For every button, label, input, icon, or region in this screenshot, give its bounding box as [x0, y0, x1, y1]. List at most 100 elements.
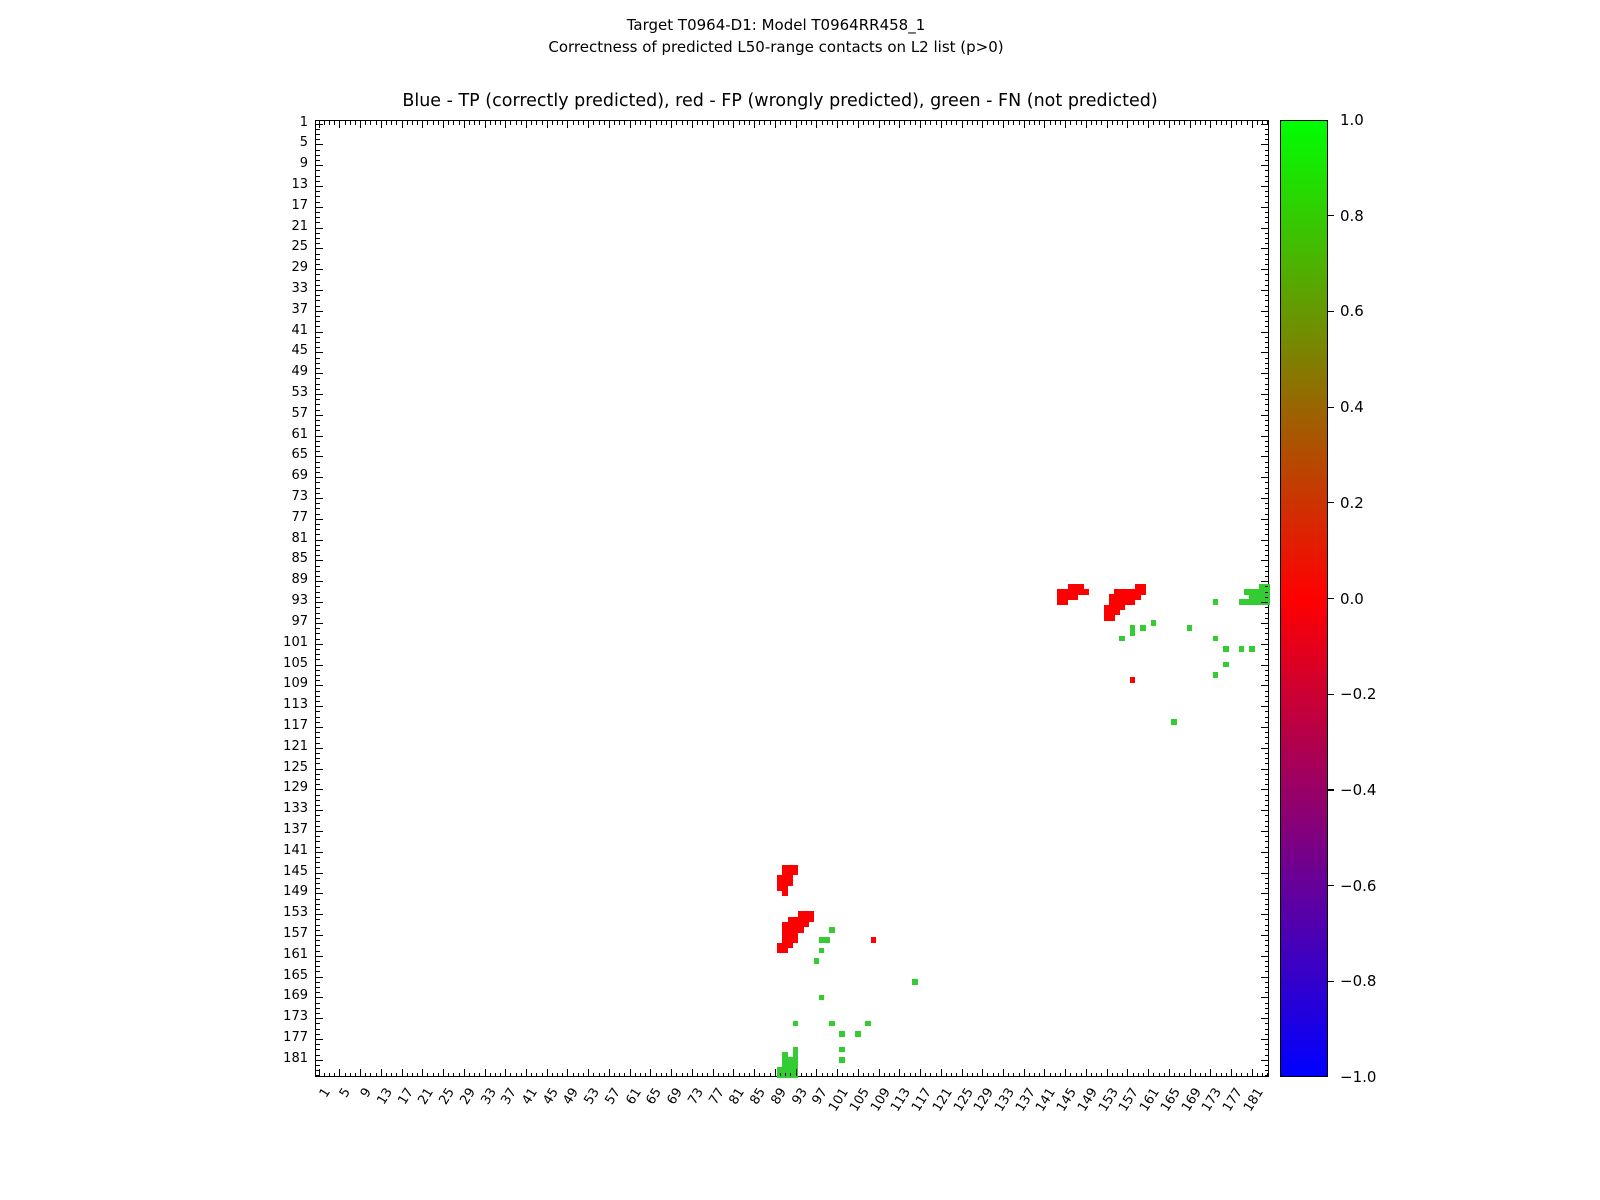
- fp-cell: [1109, 614, 1115, 621]
- y-axis-tick: [1264, 555, 1268, 557]
- x-axis-tick: [894, 1072, 896, 1076]
- y-axis-tick: [1261, 206, 1268, 208]
- x-axis-tick: [603, 121, 605, 125]
- x-axis-tick: [588, 121, 590, 128]
- x-axis-tick: [930, 121, 932, 125]
- x-axis-tick: [614, 121, 616, 125]
- x-tick-label: 149: [1074, 1085, 1101, 1115]
- y-axis-tick: [316, 550, 320, 552]
- x-axis-tick: [427, 1072, 429, 1076]
- x-axis-tick: [1153, 1072, 1155, 1076]
- x-axis-tick: [422, 121, 424, 128]
- x-axis-tick: [437, 1072, 439, 1076]
- y-axis-tick: [1261, 602, 1268, 604]
- colorbar-tick-label: 0.4: [1340, 398, 1364, 417]
- x-axis-tick: [598, 1072, 600, 1076]
- x-axis-tick: [385, 1072, 387, 1076]
- x-axis-tick: [1034, 1072, 1036, 1076]
- fp-cell: [777, 885, 783, 891]
- y-axis-tick: [316, 742, 320, 744]
- x-axis-tick: [525, 1069, 527, 1076]
- x-axis-tick: [360, 1069, 362, 1076]
- y-axis-tick: [1264, 659, 1268, 661]
- y-axis-tick: [316, 940, 320, 942]
- x-tick-label: 37: [498, 1085, 521, 1108]
- x-axis-tick: [676, 121, 678, 125]
- y-axis-tick: [316, 238, 320, 240]
- y-axis-tick: [316, 846, 320, 848]
- x-axis-tick: [930, 1072, 932, 1076]
- y-axis-tick: [316, 804, 320, 806]
- x-axis-tick: [515, 1072, 517, 1076]
- x-axis-tick: [1220, 121, 1222, 125]
- fp-cell: [1057, 599, 1063, 605]
- x-tick-label: 117: [909, 1085, 935, 1115]
- y-axis-tick: [1264, 903, 1268, 905]
- x-axis-tick: [707, 121, 709, 125]
- x-axis-tick: [790, 1072, 792, 1076]
- y-axis-tick: [316, 955, 323, 957]
- x-axis-tick: [417, 1072, 419, 1076]
- fp-cell: [1077, 583, 1084, 590]
- fp-cell: [782, 947, 789, 954]
- x-axis-tick: [375, 1072, 377, 1076]
- y-axis-tick: [316, 747, 323, 749]
- y-axis-tick: [316, 206, 323, 208]
- y-axis-tick: [316, 903, 320, 905]
- y-axis-tick: [316, 784, 320, 786]
- x-axis-tick: [899, 1069, 901, 1076]
- x-axis-tick: [520, 1072, 522, 1076]
- x-axis-tick: [448, 121, 450, 125]
- y-axis-tick: [316, 508, 320, 510]
- x-axis-tick: [1200, 121, 1201, 125]
- fp-cell: [792, 921, 799, 928]
- x-axis-tick: [608, 1069, 610, 1076]
- x-axis-tick: [1127, 121, 1129, 128]
- y-axis-tick: [316, 477, 323, 479]
- y-tick-label: 133: [283, 801, 308, 817]
- x-axis-tick: [920, 121, 922, 128]
- x-axis-tick: [1132, 121, 1134, 125]
- y-tick-label: 117: [283, 717, 308, 733]
- y-axis-tick: [316, 149, 320, 151]
- x-axis-tick: [676, 1072, 678, 1076]
- x-axis-tick: [1215, 121, 1217, 125]
- x-axis-tick: [583, 1072, 585, 1076]
- x-axis-tick: [873, 121, 875, 125]
- y-axis-tick: [316, 622, 323, 624]
- y-axis-tick: [1264, 295, 1268, 297]
- y-axis-tick: [1261, 290, 1268, 292]
- y-axis-tick: [1264, 196, 1268, 198]
- x-axis-tick: [966, 1072, 968, 1076]
- colorbar-tick-label: −0.6: [1340, 876, 1377, 895]
- x-axis-tick: [660, 1072, 662, 1076]
- x-axis-tick: [567, 121, 569, 128]
- x-axis-tick: [577, 121, 579, 125]
- x-axis-tick: [344, 1072, 346, 1076]
- x-axis-tick: [1013, 121, 1015, 125]
- fn-cell: [1129, 625, 1136, 631]
- fp-cell: [777, 880, 783, 886]
- y-axis-tick: [316, 196, 320, 198]
- x-tick-label: 109: [867, 1085, 894, 1115]
- y-axis-tick: [1264, 695, 1268, 697]
- y-axis-tick: [316, 716, 320, 718]
- x-axis-tick: [754, 1069, 756, 1076]
- x-axis-tick: [655, 121, 657, 125]
- y-axis-tick: [316, 763, 320, 765]
- x-tick-label: 45: [540, 1085, 562, 1108]
- y-axis-tick: [316, 243, 320, 245]
- colorbar-tick-label: 0.6: [1340, 302, 1364, 321]
- x-axis-tick: [375, 121, 377, 125]
- x-axis-tick: [380, 121, 382, 128]
- y-axis-tick: [1264, 524, 1268, 526]
- y-tick-label: 121: [283, 738, 308, 754]
- x-tick-label: 41: [519, 1085, 541, 1108]
- y-axis-tick: [316, 1049, 320, 1051]
- y-axis-tick: [316, 976, 323, 978]
- fp-cell: [787, 874, 794, 881]
- y-axis-tick: [316, 659, 320, 661]
- fp-cell: [803, 916, 809, 923]
- y-axis-tick: [316, 232, 320, 234]
- y-axis-tick: [316, 186, 323, 187]
